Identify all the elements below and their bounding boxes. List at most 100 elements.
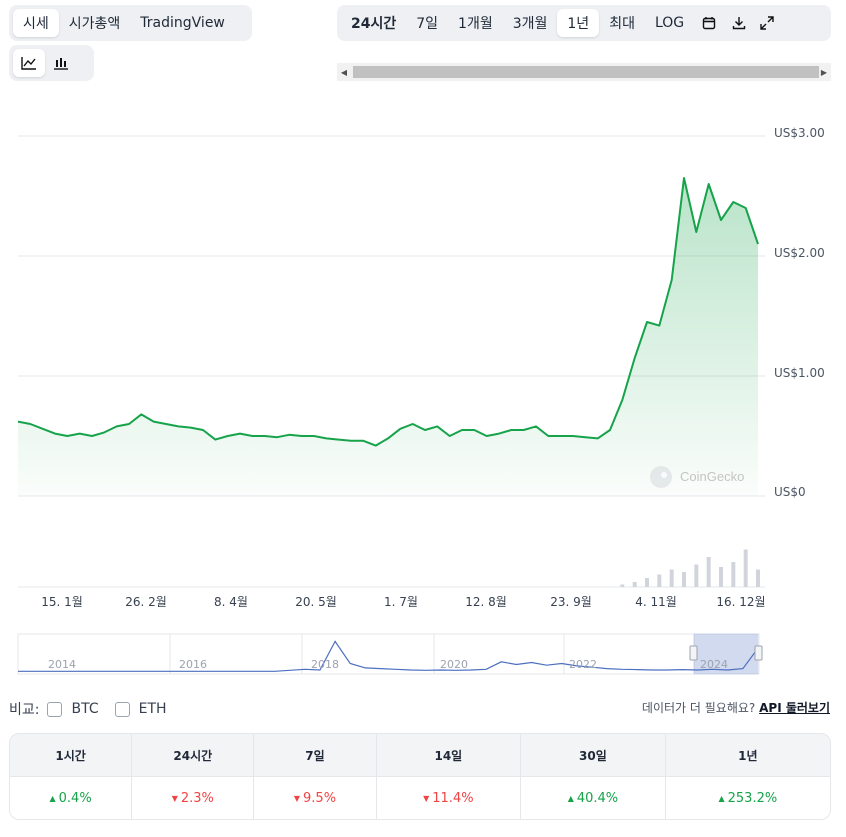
navigator-label: 2014	[48, 658, 76, 671]
change-cell: ▲ 40.4%	[521, 777, 666, 819]
performance-value-row: ▲ 0.4% ▼ 2.3% ▼ 9.5% ▼ 11.4% ▲ 40.4% ▲ 253.2%	[10, 777, 830, 819]
scroll-left-icon[interactable]: ◀	[340, 67, 348, 77]
period-header: 24시간	[132, 734, 255, 777]
volume-bar	[645, 578, 649, 587]
navigator-handle-left[interactable]	[689, 645, 698, 661]
x-axis-label: 8. 4월	[214, 595, 248, 609]
up-arrow-icon: ▲	[718, 793, 725, 803]
compare-eth-label[interactable]: ETH	[138, 701, 167, 717]
navigator-line	[18, 640, 759, 672]
navigator-handle-right[interactable]	[754, 645, 763, 661]
performance-header-row: 1시간 24시간 7일 14일 30일 1년	[10, 734, 830, 777]
volume-bar	[694, 564, 699, 587]
range-tabs: 24시간 7일 1개월 3개월 1년 최대 LOG	[337, 5, 831, 41]
compare-label: 비교:	[9, 702, 40, 718]
volume-bar	[632, 582, 637, 587]
down-arrow-icon: ▼	[293, 793, 301, 803]
fullscreen-button[interactable]	[754, 9, 780, 37]
range-log[interactable]: LOG	[654, 15, 685, 31]
change-cell: ▲ 0.4%	[10, 777, 133, 819]
range-scrollbar[interactable]: ◀ ▶	[337, 63, 831, 81]
y-axis-label: US$1.00	[774, 366, 825, 380]
compare-eth-checkbox[interactable]	[114, 701, 130, 717]
navigator[interactable]	[0, 632, 846, 682]
change-cell: ▼ 9.5%	[254, 777, 377, 819]
volume-bar	[682, 572, 686, 587]
date-picker-button[interactable]	[694, 9, 724, 37]
navigator-label: 2018	[311, 658, 339, 671]
price-area	[18, 178, 758, 496]
range-24h[interactable]: 24시간	[351, 16, 397, 32]
change-value: 253.2%	[727, 790, 778, 806]
line-chart-icon	[21, 57, 36, 70]
down-arrow-icon: ▼	[423, 793, 430, 803]
api-link[interactable]: API 둘러보기	[759, 701, 830, 715]
candlestick-chart-button[interactable]	[45, 49, 77, 77]
up-arrow-icon: ▲	[567, 793, 574, 803]
change-value: 40.4%	[576, 790, 619, 806]
download-button[interactable]	[724, 9, 754, 37]
candlestick-icon	[54, 58, 68, 70]
range-1y[interactable]: 1년	[557, 9, 600, 37]
period-header: 7일	[254, 734, 377, 777]
x-axis-label: 23. 9월	[550, 595, 592, 609]
compare-row: 비교: BTC ETH	[9, 699, 167, 719]
scroll-right-icon[interactable]: ▶	[820, 67, 828, 77]
navigator-label: 2016	[179, 658, 207, 671]
x-axis-label: 1. 7월	[384, 595, 418, 609]
volume-bar	[706, 557, 711, 587]
volume-bar	[669, 569, 674, 587]
range-3m[interactable]: 3개월	[512, 16, 548, 32]
tab-tradingview[interactable]: TradingView	[140, 15, 225, 31]
change-cell: ▼ 11.4%	[377, 777, 522, 819]
price-line	[17, 177, 759, 447]
down-arrow-icon: ▼	[171, 793, 178, 803]
download-icon	[732, 17, 746, 30]
tab-market-cap[interactable]: 시가총액	[68, 16, 121, 32]
change-value: 9.5%	[303, 790, 337, 806]
chart-type-toggle	[9, 45, 94, 81]
range-7d[interactable]: 7일	[416, 16, 439, 32]
navigator-label: 2022	[569, 658, 597, 671]
y-axis-label: US$0	[774, 485, 806, 499]
calendar-icon	[702, 17, 716, 30]
change-cell: ▼ 2.3%	[132, 777, 255, 819]
range-1m[interactable]: 1개월	[458, 16, 493, 32]
expand-icon	[760, 16, 774, 30]
period-header: 14일	[376, 734, 522, 777]
api-question: 데이터가 더 필요해요?	[641, 701, 756, 715]
navigator-label: 2024	[700, 658, 728, 671]
x-axis-label: 20. 5월	[295, 595, 337, 609]
x-axis-label: 16. 12월	[716, 595, 766, 609]
scrollbar-thumb[interactable]	[353, 66, 819, 78]
x-axis-label: 26. 2월	[125, 595, 167, 609]
navigator-selection[interactable]	[693, 633, 759, 675]
up-arrow-icon: ▲	[49, 793, 56, 803]
x-axis-label: 15. 1월	[41, 595, 83, 609]
y-axis-label: US$3.00	[774, 126, 825, 140]
volume-bar	[719, 567, 723, 587]
api-prompt: 데이터가 더 필요해요? API 둘러보기	[642, 699, 830, 716]
volume-bar	[731, 562, 736, 587]
navigator-label: 2020	[440, 658, 468, 671]
change-cell: ▲ 253.2%	[666, 777, 830, 819]
period-header: 1시간	[10, 734, 133, 777]
price-chart[interactable]: CoinGecko	[0, 0, 846, 600]
line-chart-button[interactable]	[13, 49, 45, 77]
view-tabs: 시세 시가총액 TradingView	[9, 5, 252, 41]
performance-table: 1시간 24시간 7일 14일 30일 1년 ▲ 0.4% ▼ 2.3% ▼ 9.5%…	[9, 733, 831, 820]
compare-btc-checkbox[interactable]	[47, 701, 63, 717]
period-header: 30일	[521, 734, 666, 777]
coingecko-logo	[650, 466, 672, 488]
y-axis-label: US$2.00	[774, 246, 825, 260]
tab-price[interactable]: 시세	[13, 9, 59, 37]
volume-bar	[756, 569, 760, 587]
compare-btc-label[interactable]: BTC	[71, 701, 99, 717]
period-header: 1년	[665, 734, 830, 777]
change-value: 2.3%	[180, 790, 214, 806]
volume-bar	[620, 584, 625, 587]
range-max[interactable]: 최대	[609, 16, 635, 32]
watermark: CoinGecko	[680, 469, 744, 484]
x-axis-label: 12. 8월	[465, 595, 507, 609]
volume-bar	[743, 549, 748, 587]
